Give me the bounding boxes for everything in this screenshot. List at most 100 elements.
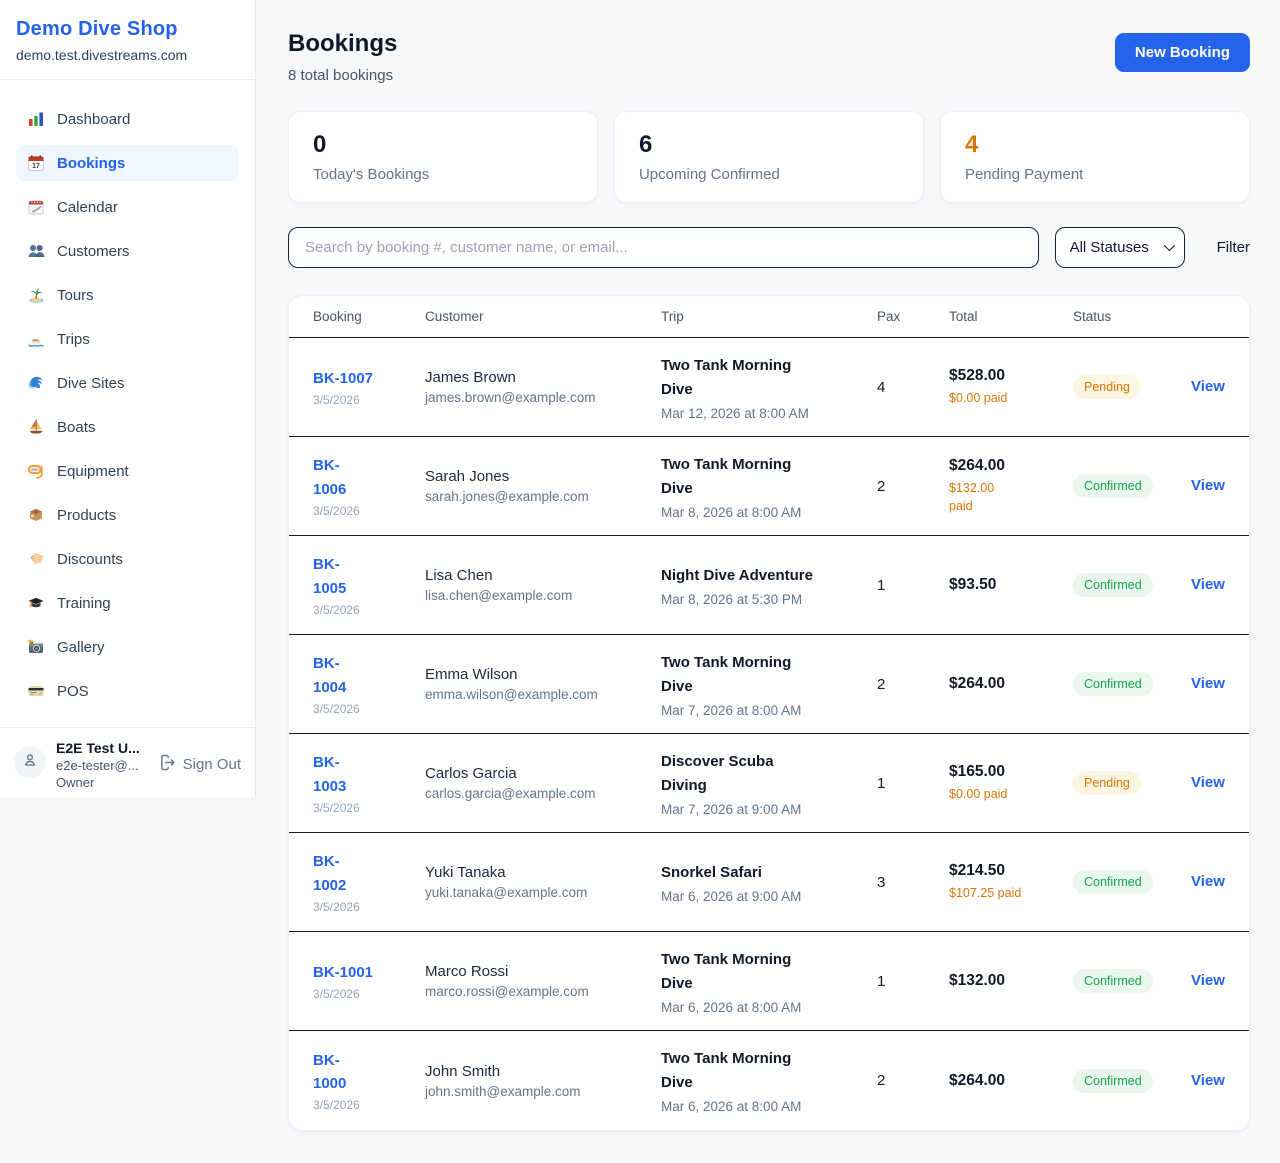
trip-name: Discover Scuba Diving <box>661 752 774 794</box>
status-badge: Confirmed <box>1073 969 1153 993</box>
page-title: Bookings <box>288 30 398 57</box>
table-row: BK- 1002 3/5/2026 Yuki Tanaka yuki.tanaka@e… <box>289 833 1249 932</box>
customer-cell: Emma Wilson emma.wilson@example.com <box>425 666 661 702</box>
graduation-cap-icon <box>26 594 45 613</box>
view-link[interactable]: View <box>1191 378 1225 395</box>
total-amount: $264.00 <box>949 1071 1006 1089</box>
stat-label: Pending Payment <box>964 166 1084 183</box>
status-badge: Confirmed <box>1073 474 1153 498</box>
total-amount: $264.00 <box>949 456 1006 474</box>
booking-date: 3/5/2026 <box>313 393 360 408</box>
person-icon <box>22 752 38 773</box>
actions-cell: View <box>1191 774 1225 792</box>
customer-name: Lisa Chen <box>425 567 493 584</box>
sailboat-icon <box>26 418 45 437</box>
page-header: Bookings 8 total bookings New Booking <box>288 30 1250 84</box>
customer-cell: Carlos Garcia carlos.garcia@example.com <box>425 765 661 801</box>
booking-id-link[interactable]: BK-1007 <box>313 369 374 387</box>
booking-id-link[interactable]: BK- 1000 <box>313 1051 347 1092</box>
sidebar-item-trips[interactable]: Trips <box>16 321 239 357</box>
view-link[interactable]: View <box>1191 873 1225 890</box>
two-people-icon <box>26 242 45 261</box>
status-cell: Confirmed <box>1073 969 1191 993</box>
sidebar-item-bookings[interactable]: 17 Bookings <box>16 145 239 181</box>
user-name: E2E Test U... <box>56 740 140 756</box>
booking-id-link[interactable]: BK- 1006 <box>313 457 347 498</box>
view-link[interactable]: View <box>1191 972 1225 989</box>
sidebar-item-discounts[interactable]: Discounts <box>16 541 239 577</box>
stat-label: Today's Bookings <box>313 166 430 183</box>
actions-cell: View <box>1191 675 1225 693</box>
customer-email: carlos.garcia@example.com <box>425 786 596 801</box>
customer-cell: Yuki Tanaka yuki.tanaka@example.com <box>425 864 661 900</box>
column-header-total: Total <box>949 309 978 324</box>
trip-name: Two Tank Morning Dive <box>661 1050 792 1091</box>
sidebar-item-training[interactable]: Training <box>16 585 239 621</box>
trip-cell: Discover Scuba Diving Mar 7, 2026 at 9:00… <box>661 750 877 817</box>
trip-cell: Snorkel Safari Mar 6, 2026 at 9:00 AM <box>661 861 877 904</box>
customer-email: john.smith@example.com <box>425 1083 581 1099</box>
sidebar-item-boats[interactable]: Boats <box>16 409 239 445</box>
total-amount: $165.00 <box>949 762 1006 780</box>
avatar <box>14 746 46 778</box>
stat-card-pending-payment: 4 Pending Payment <box>939 111 1250 203</box>
brand: Demo Dive Shop demo.test.divestreams.com <box>0 0 255 80</box>
sign-out-icon <box>159 754 176 775</box>
page-subtitle: 8 total bookings <box>288 67 394 84</box>
status-cell: Confirmed <box>1073 1068 1191 1093</box>
sidebar-item-gallery[interactable]: Gallery <box>16 629 239 665</box>
trip-datetime: Mar 8, 2026 at 5:30 PM <box>661 591 803 607</box>
customer-email: yuki.tanaka@example.com <box>425 885 588 900</box>
sign-out-button[interactable]: Sign Out <box>159 754 241 775</box>
booking-id-link[interactable]: BK- 1005 <box>313 556 347 597</box>
table-row: BK- 1003 3/5/2026 Carlos Garcia carlos.garc… <box>289 734 1249 833</box>
trip-cell: Two Tank Morning Dive Mar 8, 2026 at 8:00… <box>661 453 877 520</box>
view-link[interactable]: View <box>1191 774 1225 791</box>
trip-datetime: Mar 7, 2026 at 8:00 AM <box>661 702 802 718</box>
view-link[interactable]: View <box>1191 1071 1225 1089</box>
sidebar-item-products[interactable]: Products <box>16 497 239 533</box>
status-select[interactable]: All Statuses <box>1054 227 1185 268</box>
view-link[interactable]: View <box>1191 675 1225 692</box>
sidebar-item-label: Customers <box>57 242 130 260</box>
pax-value: 4 <box>877 378 886 396</box>
booking-id-link[interactable]: BK-1001 <box>313 963 374 981</box>
new-booking-button[interactable]: New Booking <box>1114 33 1250 72</box>
view-link[interactable]: View <box>1191 477 1225 494</box>
sidebar-item-tours[interactable]: Tours <box>16 277 239 313</box>
total-cell: $165.00 $0.00 paid <box>949 763 1073 803</box>
status-cell: Confirmed <box>1073 474 1191 498</box>
sidebar-item-calendar[interactable]: Calendar <box>16 189 239 225</box>
stat-value: 6 <box>638 131 653 158</box>
total-cell: $214.50 $107.25 paid <box>949 862 1073 902</box>
sidebar-item-customers[interactable]: Customers <box>16 233 239 269</box>
sidebar-item-equipment[interactable]: Equipment <box>16 453 239 489</box>
booking-id-link[interactable]: BK- 1003 <box>313 754 347 795</box>
customer-email: lisa.chen@example.com <box>425 588 573 603</box>
sidebar-item-label: Equipment <box>57 462 129 480</box>
calendar-date-icon: 17 <box>26 154 45 173</box>
pax-value: 2 <box>877 477 886 495</box>
sidebar-item-dashboard[interactable]: Dashboard <box>16 101 239 137</box>
filter-button[interactable]: Filter <box>1217 235 1250 260</box>
total-amount: $214.50 <box>949 861 1006 879</box>
sign-out-label: Sign Out <box>182 756 241 773</box>
table-row: BK-1001 3/5/2026 Marco Rossi marco.rossi@ex… <box>289 932 1249 1031</box>
sidebar-item-label: Boats <box>57 418 96 436</box>
trip-cell: Two Tank Morning Dive Mar 6, 2026 at 8:00… <box>661 1047 877 1114</box>
total-cell: $528.00 $0.00 paid <box>949 367 1073 407</box>
booking-id-link[interactable]: BK- 1004 <box>313 655 347 696</box>
sidebar-item-label: Training <box>57 594 111 612</box>
booking-id-link[interactable]: BK- 1002 <box>313 853 347 894</box>
booking-date: 3/5/2026 <box>313 701 360 716</box>
table-row: BK- 1005 3/5/2026 Lisa Chen lisa.chen@examp… <box>289 536 1249 635</box>
view-link[interactable]: View <box>1191 576 1225 593</box>
trip-name: Snorkel Safari <box>661 863 762 881</box>
search-input[interactable] <box>288 227 1039 268</box>
total-cell: $264.00 <box>949 675 1073 693</box>
total-cell: $93.50 <box>949 576 1073 594</box>
sidebar-item-pos[interactable]: POS <box>16 673 239 709</box>
sidebar-item-label: Products <box>57 506 117 524</box>
user-info: E2E Test U... e2e-tester@... Owner <box>56 740 149 790</box>
sidebar-item-dive-sites[interactable]: Dive Sites <box>16 365 239 401</box>
